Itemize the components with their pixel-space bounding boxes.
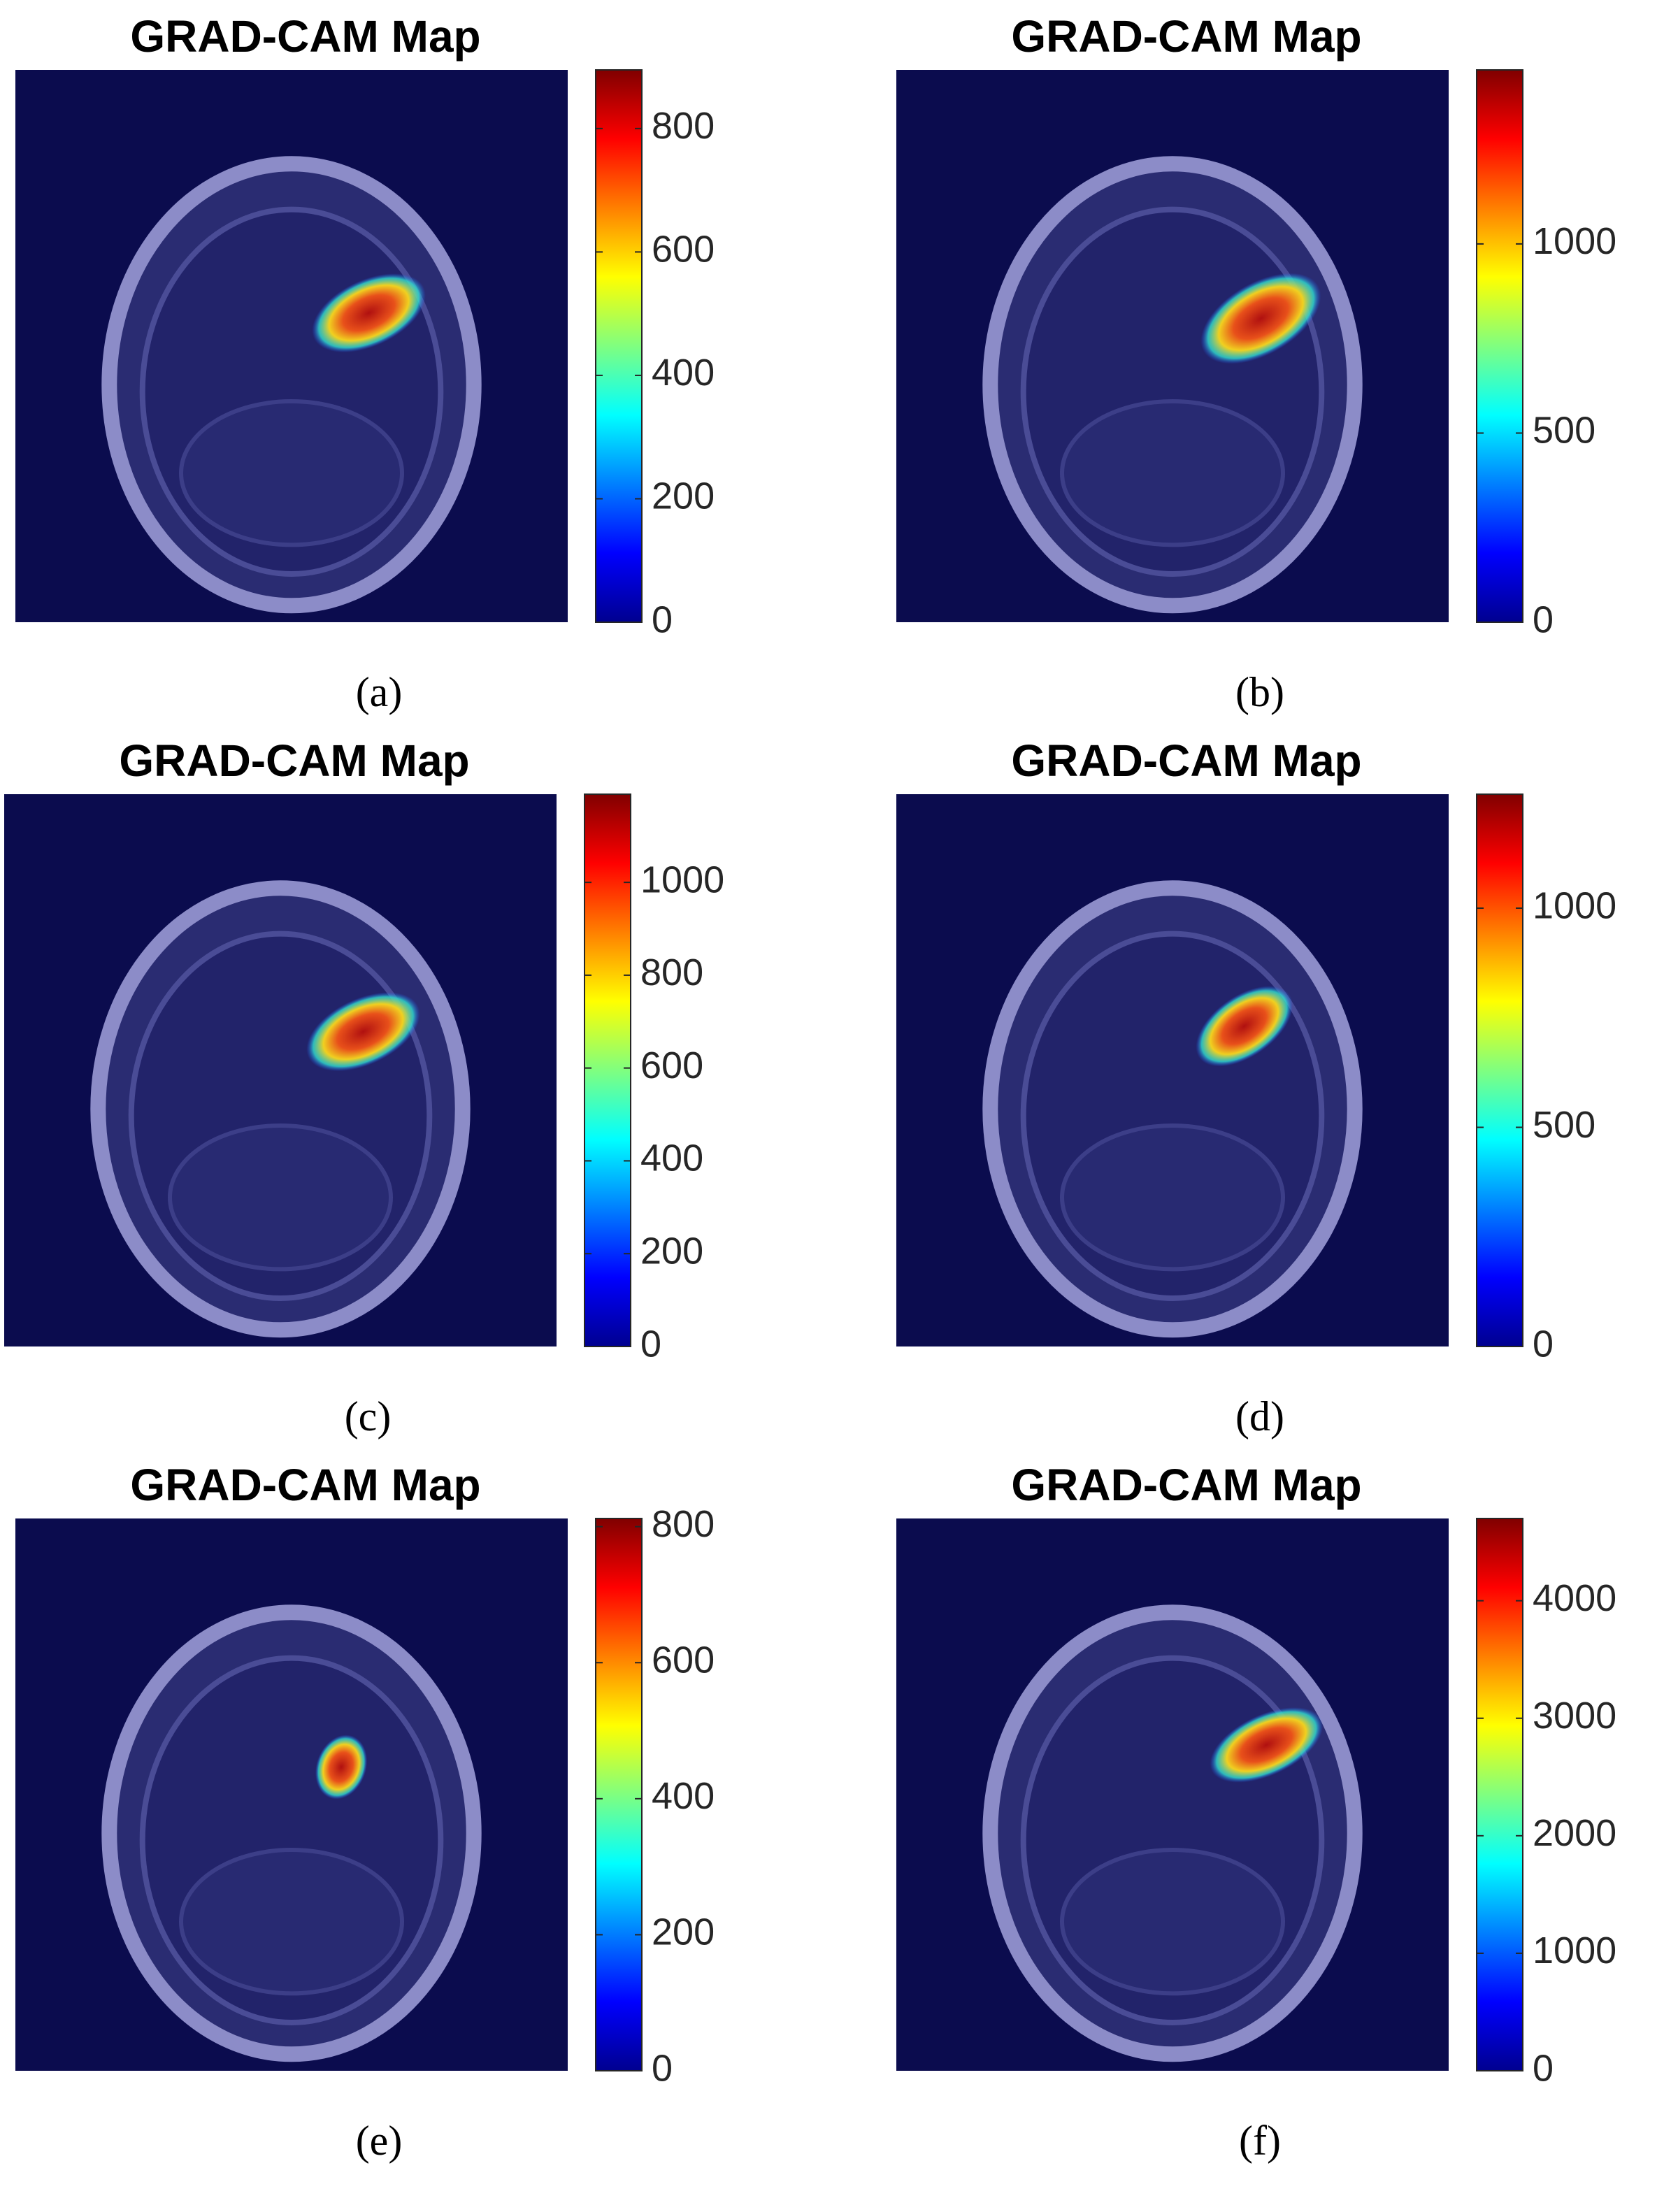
- panel-caption: (e): [356, 2118, 403, 2164]
- tick-label: 1000: [640, 859, 724, 900]
- colorbar: [1476, 793, 1523, 1347]
- activation-region: [306, 992, 420, 1072]
- colorbar: [595, 69, 643, 623]
- cerebellum: [168, 1123, 393, 1272]
- tick-label: 200: [640, 1230, 703, 1272]
- activation-region: [1210, 1707, 1324, 1783]
- panel-caption: (b): [1235, 669, 1284, 715]
- tick-label: 600: [652, 1639, 715, 1681]
- tick-label: 1000: [1533, 1930, 1616, 1972]
- tick-label: 0: [640, 1323, 661, 1365]
- tick-label: 2000: [1533, 1812, 1616, 1854]
- cerebellum: [1060, 1123, 1285, 1272]
- tick-label: 1000: [1533, 884, 1616, 926]
- tick-label: 800: [652, 1503, 715, 1545]
- tick-label: 200: [652, 475, 715, 517]
- tick-label: 0: [652, 598, 673, 640]
- tick-label: 0: [1533, 1323, 1554, 1365]
- activation-region: [1196, 986, 1293, 1067]
- tick-label: 0: [1533, 2047, 1554, 2089]
- cerebellum: [179, 399, 404, 547]
- panel-title: GRAD-CAM Map: [1011, 735, 1361, 786]
- tick-label: 600: [640, 1044, 703, 1086]
- panel-caption: (f): [1239, 2118, 1281, 2164]
- colorbar: [1476, 69, 1523, 623]
- panel-title: GRAD-CAM Map: [119, 735, 469, 786]
- tick-label: 800: [652, 105, 715, 147]
- tick-label: 500: [1533, 410, 1595, 452]
- colorbar: [584, 793, 631, 1347]
- tick-label: 600: [652, 229, 715, 271]
- panel-caption: (d): [1235, 1393, 1284, 1439]
- tick-label: 400: [640, 1137, 703, 1179]
- tick-label: 200: [652, 1911, 715, 1953]
- tick-label: 1000: [1533, 220, 1616, 262]
- panel-title: GRAD-CAM Map: [1011, 1460, 1361, 1510]
- panel-title: GRAD-CAM Map: [130, 1460, 480, 1510]
- cerebellum: [1060, 1848, 1285, 1996]
- tick-label: 400: [652, 352, 715, 394]
- panel-caption: (c): [345, 1393, 392, 1439]
- tick-label: 500: [1533, 1104, 1595, 1146]
- tick-label: 800: [640, 951, 703, 993]
- activation-region: [1200, 273, 1321, 364]
- colorbar: [595, 1518, 643, 2071]
- tick-label: 0: [652, 2047, 673, 2089]
- tick-label: 3000: [1533, 1695, 1616, 1737]
- panel-title: GRAD-CAM Map: [130, 11, 480, 62]
- panel-caption: (a): [356, 669, 403, 715]
- tick-label: 0: [1533, 598, 1554, 640]
- activation-region: [315, 1735, 368, 1800]
- cerebellum: [179, 1848, 404, 1996]
- cerebellum: [1060, 399, 1285, 547]
- tick-label: 400: [652, 1775, 715, 1817]
- activation-region: [312, 273, 426, 353]
- colorbar: [1476, 1518, 1523, 2071]
- tick-label: 4000: [1533, 1577, 1616, 1619]
- panel-title: GRAD-CAM Map: [1011, 11, 1361, 62]
